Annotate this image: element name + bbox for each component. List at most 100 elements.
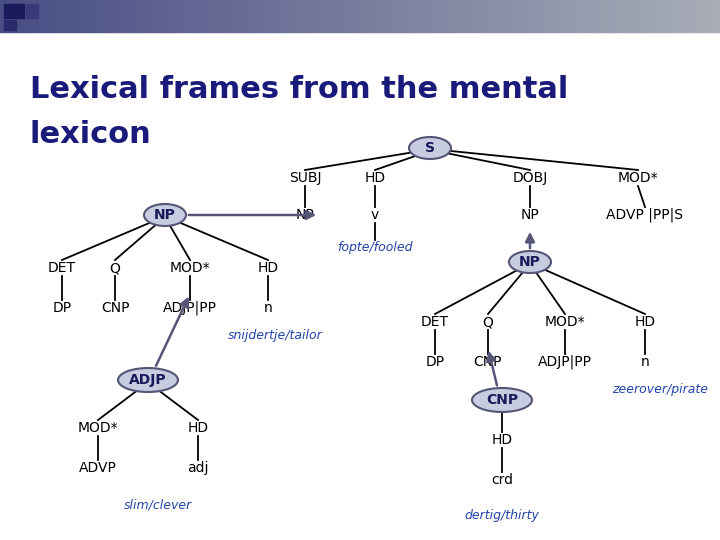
Bar xyxy=(139,0,140,32)
Bar xyxy=(14,0,15,32)
Bar xyxy=(39,0,40,32)
Bar xyxy=(296,0,297,32)
Bar xyxy=(106,0,107,32)
Bar xyxy=(131,0,132,32)
Bar xyxy=(84,0,85,32)
Bar xyxy=(107,0,108,32)
Bar xyxy=(156,0,157,32)
Bar xyxy=(317,0,318,32)
Bar xyxy=(201,0,202,32)
Bar xyxy=(123,0,124,32)
Bar xyxy=(113,0,114,32)
Bar xyxy=(1,0,2,32)
Bar xyxy=(76,0,77,32)
Bar xyxy=(710,0,711,32)
Bar xyxy=(500,0,501,32)
Bar xyxy=(555,0,556,32)
Bar xyxy=(599,0,600,32)
Bar xyxy=(392,0,393,32)
Bar xyxy=(166,0,167,32)
Bar xyxy=(632,0,633,32)
Bar xyxy=(192,0,193,32)
Bar xyxy=(492,0,493,32)
Bar xyxy=(627,0,628,32)
Bar xyxy=(118,0,119,32)
Bar xyxy=(566,0,567,32)
Bar xyxy=(517,0,518,32)
Text: HD: HD xyxy=(187,421,209,435)
Bar xyxy=(537,0,538,32)
Bar xyxy=(11,0,12,32)
Bar xyxy=(344,0,345,32)
Bar xyxy=(52,0,53,32)
Bar xyxy=(399,0,400,32)
Bar xyxy=(128,0,129,32)
Bar xyxy=(258,0,259,32)
Bar xyxy=(422,0,423,32)
Bar xyxy=(478,0,479,32)
Bar xyxy=(686,0,687,32)
Bar xyxy=(490,0,491,32)
Bar xyxy=(713,0,714,32)
Bar xyxy=(222,0,223,32)
Bar xyxy=(471,0,472,32)
Bar xyxy=(233,0,234,32)
Bar xyxy=(3,0,4,32)
Bar xyxy=(507,0,508,32)
Bar xyxy=(605,0,606,32)
Bar xyxy=(558,0,559,32)
Bar xyxy=(409,0,410,32)
Bar xyxy=(342,0,343,32)
Bar xyxy=(443,0,444,32)
Bar xyxy=(265,0,266,32)
Bar xyxy=(569,0,570,32)
Bar xyxy=(226,0,227,32)
Bar xyxy=(652,0,653,32)
Bar xyxy=(650,0,651,32)
Bar xyxy=(615,0,616,32)
Bar xyxy=(684,0,685,32)
Bar xyxy=(481,0,482,32)
Bar xyxy=(316,0,317,32)
Bar xyxy=(419,0,420,32)
Bar xyxy=(624,0,625,32)
Bar xyxy=(132,0,133,32)
Bar xyxy=(674,0,675,32)
Bar xyxy=(640,0,641,32)
Bar xyxy=(426,0,427,32)
Bar xyxy=(176,0,177,32)
Bar xyxy=(396,0,397,32)
Bar xyxy=(509,0,510,32)
Bar xyxy=(657,0,658,32)
Text: Lexical frames from the mental: Lexical frames from the mental xyxy=(30,75,568,104)
Bar xyxy=(332,0,333,32)
Bar xyxy=(182,0,183,32)
Bar xyxy=(162,0,163,32)
Bar xyxy=(98,0,99,32)
Bar xyxy=(527,0,528,32)
Bar xyxy=(154,0,155,32)
Bar xyxy=(9,0,10,32)
Text: MOD*: MOD* xyxy=(78,421,118,435)
Bar xyxy=(546,0,547,32)
Ellipse shape xyxy=(409,137,451,159)
Bar xyxy=(55,0,56,32)
Bar xyxy=(487,0,488,32)
Bar xyxy=(617,0,618,32)
Bar xyxy=(191,0,192,32)
Bar xyxy=(425,0,426,32)
Bar xyxy=(290,0,291,32)
Bar xyxy=(279,0,280,32)
Bar xyxy=(643,0,644,32)
Bar xyxy=(495,0,496,32)
Bar xyxy=(572,0,573,32)
Bar xyxy=(273,0,274,32)
Bar xyxy=(393,0,394,32)
Bar xyxy=(69,0,70,32)
Bar xyxy=(117,0,118,32)
Bar xyxy=(353,0,354,32)
Bar xyxy=(516,0,517,32)
Bar xyxy=(135,0,136,32)
Bar xyxy=(401,0,402,32)
Bar xyxy=(291,0,292,32)
